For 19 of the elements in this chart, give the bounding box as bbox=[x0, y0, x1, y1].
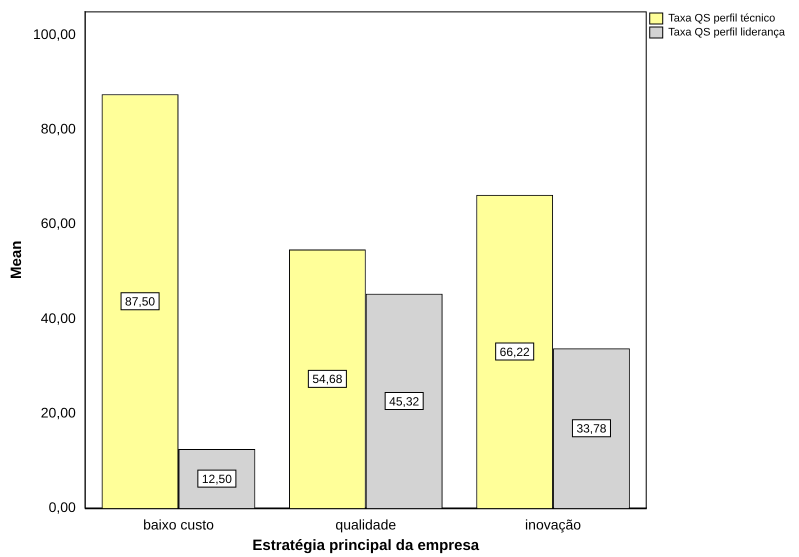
data-label: 12,50 bbox=[202, 472, 232, 486]
x-tick-label: inovação bbox=[525, 516, 582, 532]
y-tick-label: 40,00 bbox=[40, 310, 76, 326]
x-tick-label: baixo custo bbox=[143, 516, 214, 532]
legend-label: Taxa QS perfil técnico bbox=[668, 12, 776, 25]
x-axis-title: Estratégia principal da empresa bbox=[252, 537, 480, 554]
y-tick-label: 60,00 bbox=[40, 215, 76, 232]
y-axis-title: Mean bbox=[8, 240, 26, 279]
legend-label: Taxa QS perfil liderança bbox=[668, 26, 786, 39]
y-tick-label: 80,00 bbox=[40, 120, 76, 137]
data-label: 33,78 bbox=[576, 422, 607, 436]
data-label: 66,22 bbox=[500, 344, 530, 359]
y-tick-label: 20,00 bbox=[40, 404, 76, 420]
data-label: 54,68 bbox=[312, 372, 343, 386]
data-label: 87,50 bbox=[125, 294, 156, 309]
y-tick-label: 100,00 bbox=[32, 26, 76, 42]
y-tick-label: 0,00 bbox=[48, 499, 76, 516]
data-label: 45,32 bbox=[389, 394, 420, 408]
x-tick-label: qualidade bbox=[335, 516, 396, 532]
